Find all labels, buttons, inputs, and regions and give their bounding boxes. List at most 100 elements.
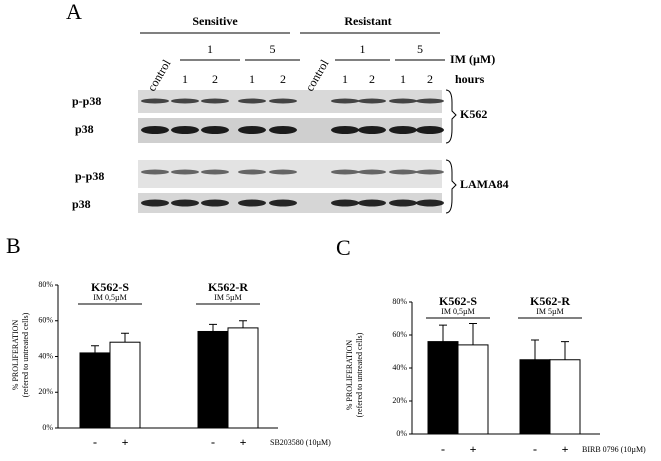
band xyxy=(171,169,199,175)
band xyxy=(238,126,266,134)
error-bar xyxy=(531,339,539,360)
error-bar xyxy=(91,345,99,353)
treatment-sign: + xyxy=(240,435,247,449)
band xyxy=(269,126,297,134)
band xyxy=(331,169,359,175)
group-label: Sensitive xyxy=(192,14,238,28)
band xyxy=(269,199,297,207)
error-bar xyxy=(239,320,247,328)
band xyxy=(141,199,169,207)
group-label: K562-S xyxy=(439,294,477,308)
row-label: p38 xyxy=(72,197,91,211)
bracket xyxy=(445,159,457,214)
hours-label: 1 xyxy=(342,72,348,86)
group-note: IM 5µM xyxy=(536,307,564,316)
row-label: p38 xyxy=(75,122,94,136)
y-tick-label: 40% xyxy=(38,351,53,360)
group-note: IM 0,5µM xyxy=(93,293,127,302)
group-label: K562-R xyxy=(208,280,248,294)
y-label: % PROLIFERATION xyxy=(345,340,354,411)
error-bar xyxy=(469,322,477,345)
error-bar xyxy=(121,332,129,343)
treatment-sign: + xyxy=(470,442,477,456)
y-tick-label: 80% xyxy=(392,297,407,306)
cell-line-label: K562 xyxy=(460,107,487,121)
hours-label: 2 xyxy=(369,72,375,86)
band xyxy=(358,126,386,134)
y-tick-label: 60% xyxy=(392,330,407,339)
bar xyxy=(197,330,229,429)
band xyxy=(141,169,169,175)
row-label: p-p38 xyxy=(72,94,101,108)
panel-label: B xyxy=(6,233,21,258)
bar xyxy=(427,341,459,435)
band xyxy=(389,98,417,104)
band xyxy=(331,98,359,104)
row-label: p-p38 xyxy=(75,169,104,183)
treatment-sign: - xyxy=(211,435,215,449)
bar xyxy=(519,359,551,435)
treatment-sign: - xyxy=(441,442,445,456)
dose-label: 1 xyxy=(360,42,366,56)
band xyxy=(171,98,199,104)
band xyxy=(141,126,169,134)
bar xyxy=(227,327,259,429)
band xyxy=(238,169,266,175)
hours-label: 1 xyxy=(400,72,406,86)
y-label-note: (refered to untreated cells) xyxy=(21,312,30,397)
band xyxy=(171,199,199,207)
y-label: % PROLIFERATION xyxy=(11,320,20,391)
band xyxy=(358,199,386,207)
cell-line-label: LAMA84 xyxy=(460,177,509,191)
hours-label: 1 xyxy=(249,72,255,86)
band xyxy=(416,98,444,104)
dose-unit: IM (µM) xyxy=(450,52,495,66)
treatment-sign: - xyxy=(93,435,97,449)
band xyxy=(358,169,386,175)
treatment-label: BIRB 0796 (10µM) xyxy=(582,445,646,454)
western-blot xyxy=(138,90,444,213)
group-note: IM 0,5µM xyxy=(441,307,475,316)
error-bar xyxy=(209,323,217,332)
treatment-label: SB203580 (10µM) xyxy=(270,438,331,447)
bar xyxy=(109,341,141,429)
band xyxy=(201,126,229,134)
panel-label: A xyxy=(66,0,82,24)
band xyxy=(201,199,229,207)
band xyxy=(201,98,229,104)
y-tick-label: 20% xyxy=(38,387,53,396)
y-tick-label: 0% xyxy=(42,423,53,432)
band xyxy=(141,98,169,104)
dose-label: 5 xyxy=(417,42,423,56)
group-note: IM 5µM xyxy=(214,293,242,302)
bar xyxy=(549,359,581,435)
band xyxy=(389,199,417,207)
treatment-sign: - xyxy=(533,442,537,456)
band xyxy=(269,98,297,104)
band xyxy=(171,126,199,134)
y-tick-label: 40% xyxy=(392,363,407,372)
treatment-sign: + xyxy=(122,435,129,449)
hours-title: hours xyxy=(455,72,485,86)
band xyxy=(416,199,444,207)
band xyxy=(389,169,417,175)
band xyxy=(416,169,444,175)
band xyxy=(269,169,297,175)
y-tick-label: 20% xyxy=(392,396,407,405)
bracket xyxy=(445,89,457,144)
bar xyxy=(79,352,111,429)
error-bar xyxy=(439,324,447,342)
control-label: control xyxy=(302,57,331,94)
band xyxy=(358,98,386,104)
dose-label: 1 xyxy=(207,42,213,56)
y-label-note: (refered to untreated cells) xyxy=(355,332,364,417)
error-bar xyxy=(561,341,569,360)
panel-label: C xyxy=(336,235,351,260)
band xyxy=(238,199,266,207)
group-label: K562-R xyxy=(530,294,570,308)
band xyxy=(331,199,359,207)
hours-label: 2 xyxy=(280,72,286,86)
group-label: Resistant xyxy=(344,14,391,28)
